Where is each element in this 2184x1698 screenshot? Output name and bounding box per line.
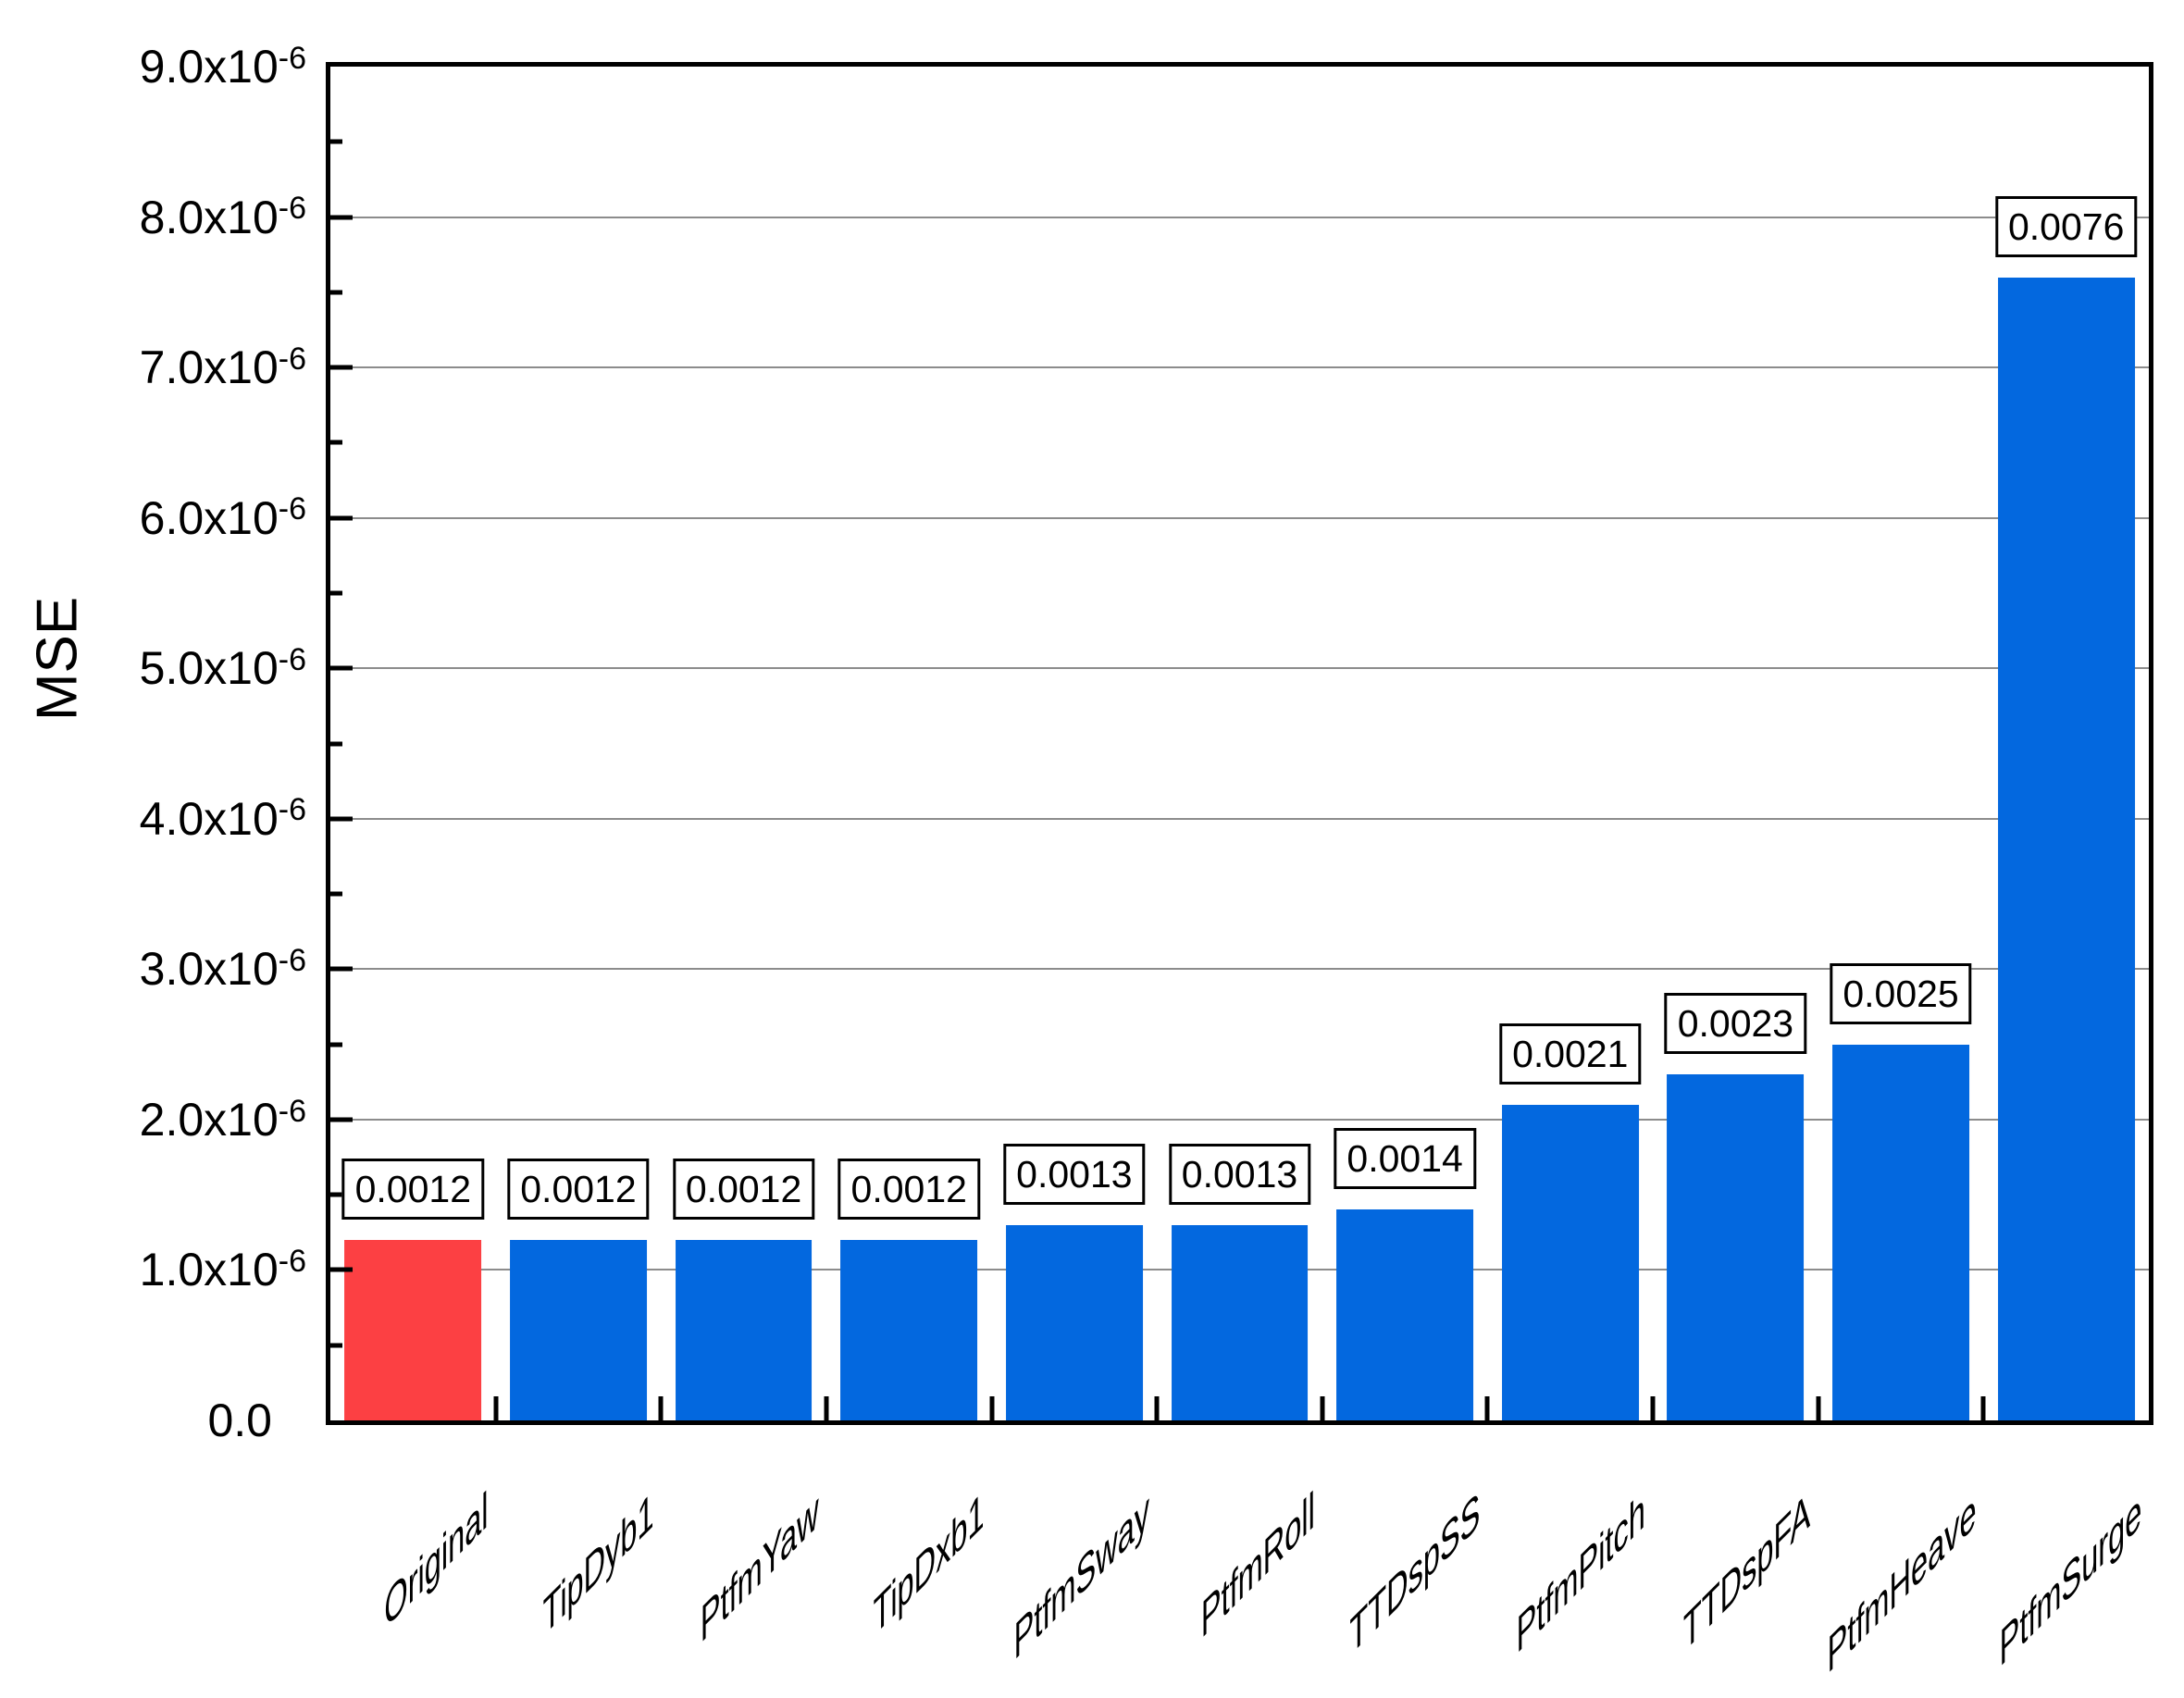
x-category-label: PtfmHeave [1827, 1479, 1977, 1686]
bar-PtfmRoll [1171, 1224, 1309, 1420]
y-tick-label: 5.0x10-6 [139, 641, 306, 695]
y-tick-label: 9.0x10-6 [139, 40, 306, 93]
bar-value-label: 0.0023 [1664, 993, 1807, 1055]
y-gridline [330, 1118, 2149, 1121]
x-category-label: PtfmRoll [1200, 1479, 1315, 1651]
y-minor-tick [330, 1192, 342, 1197]
y-major-tick [330, 1267, 353, 1272]
x-axis-tick [1484, 1396, 1490, 1420]
x-axis-tick [824, 1396, 829, 1420]
y-minor-tick [330, 440, 342, 445]
y-minor-tick [330, 590, 342, 596]
y-major-tick [330, 665, 353, 671]
bar-value-label: 0.0025 [1830, 962, 1972, 1024]
x-category-label: PtfmSurge [1999, 1479, 2141, 1679]
y-minor-tick [330, 1343, 342, 1348]
bar-TTDspSS [1336, 1209, 1474, 1420]
bar-PtfmHeave [1832, 1044, 1969, 1420]
plot-area: 0.0012 0.0012 0.0012 0.0012 0.0013 0.0013 0.00… [326, 62, 2153, 1425]
bar-Original [344, 1239, 482, 1420]
y-major-tick [330, 515, 353, 521]
y-major-tick [330, 1117, 353, 1122]
x-axis-tick [1816, 1396, 1821, 1420]
y-gridline [330, 667, 2149, 670]
y-tick-label: 2.0x10-6 [139, 1093, 306, 1146]
y-minor-tick [330, 891, 342, 897]
x-axis-category-labels: Original TipDyb1 PtfmYaw TipDxb1 PtfmSway Ptf… [330, 1479, 2149, 1698]
bar-PtfmPitch [1501, 1104, 1639, 1420]
y-minor-tick [330, 290, 342, 295]
x-axis-tick [1320, 1396, 1325, 1420]
x-axis-tick [493, 1396, 499, 1420]
bar-value-label: 0.0014 [1334, 1128, 1476, 1190]
y-tick-label: 1.0x10-6 [139, 1244, 306, 1296]
bar-value-label: 0.0012 [838, 1158, 980, 1220]
y-major-tick [330, 365, 353, 370]
y-tick-label: 6.0x10-6 [139, 491, 306, 544]
y-gridline [330, 516, 2149, 519]
y-minor-tick [330, 741, 342, 746]
x-category-label: TipDyb1 [542, 1479, 654, 1648]
bar-PtfmSurge [1997, 277, 2135, 1420]
bar-value-label: 0.0076 [1994, 195, 2138, 257]
x-axis-tick [989, 1396, 995, 1420]
y-major-tick [330, 816, 353, 822]
x-category-label: PtfmYaw [701, 1479, 819, 1655]
x-axis-tick [1650, 1396, 1656, 1420]
x-category-label: PtfmSway [1013, 1479, 1150, 1672]
y-gridline [330, 817, 2149, 820]
bar-PtfmSway [1005, 1224, 1143, 1420]
bar-value-label: 0.0012 [341, 1158, 485, 1220]
x-category-label: TipDxb1 [873, 1479, 985, 1648]
x-category-label: Original [384, 1479, 489, 1641]
bar-value-label: 0.0013 [1003, 1143, 1146, 1205]
bar-PtfmYaw [675, 1239, 813, 1420]
bar-TTDspFA [1667, 1074, 1805, 1420]
x-category-label: TTDspFA [1683, 1479, 1811, 1664]
bar-value-label: 0.0013 [1168, 1143, 1311, 1205]
y-minor-tick [330, 139, 342, 144]
y-axis-tick-labels: 0.0 1.0x10-6 2.0x10-6 3.0x10-6 4.0x10-6 5.0x1… [0, 43, 306, 1444]
y-tick-label: 3.0x10-6 [139, 943, 306, 996]
y-gridline [330, 968, 2149, 971]
bar-TipDxb1 [840, 1239, 978, 1420]
x-category-label: TTDspSS [1349, 1479, 1481, 1667]
y-major-tick [330, 215, 353, 220]
y-gridline [330, 216, 2149, 218]
x-category-label: PtfmPitch [1516, 1479, 1646, 1666]
y-tick-label: 8.0x10-6 [139, 191, 306, 243]
y-major-tick [330, 966, 353, 972]
bar-value-label: 0.0012 [507, 1158, 650, 1220]
bar-TipDyb1 [510, 1239, 647, 1420]
y-tick-label: 0.0 [207, 1394, 272, 1446]
y-tick-label: 7.0x10-6 [139, 341, 306, 394]
x-axis-tick [1154, 1396, 1160, 1420]
y-minor-tick [330, 1042, 342, 1047]
x-axis-tick [658, 1396, 664, 1420]
bar-value-label: 0.0021 [1499, 1023, 1642, 1084]
y-tick-label: 4.0x10-6 [139, 792, 306, 845]
x-axis-tick [1980, 1396, 1986, 1420]
bar-value-label: 0.0012 [672, 1158, 815, 1220]
y-gridline [330, 366, 2149, 369]
